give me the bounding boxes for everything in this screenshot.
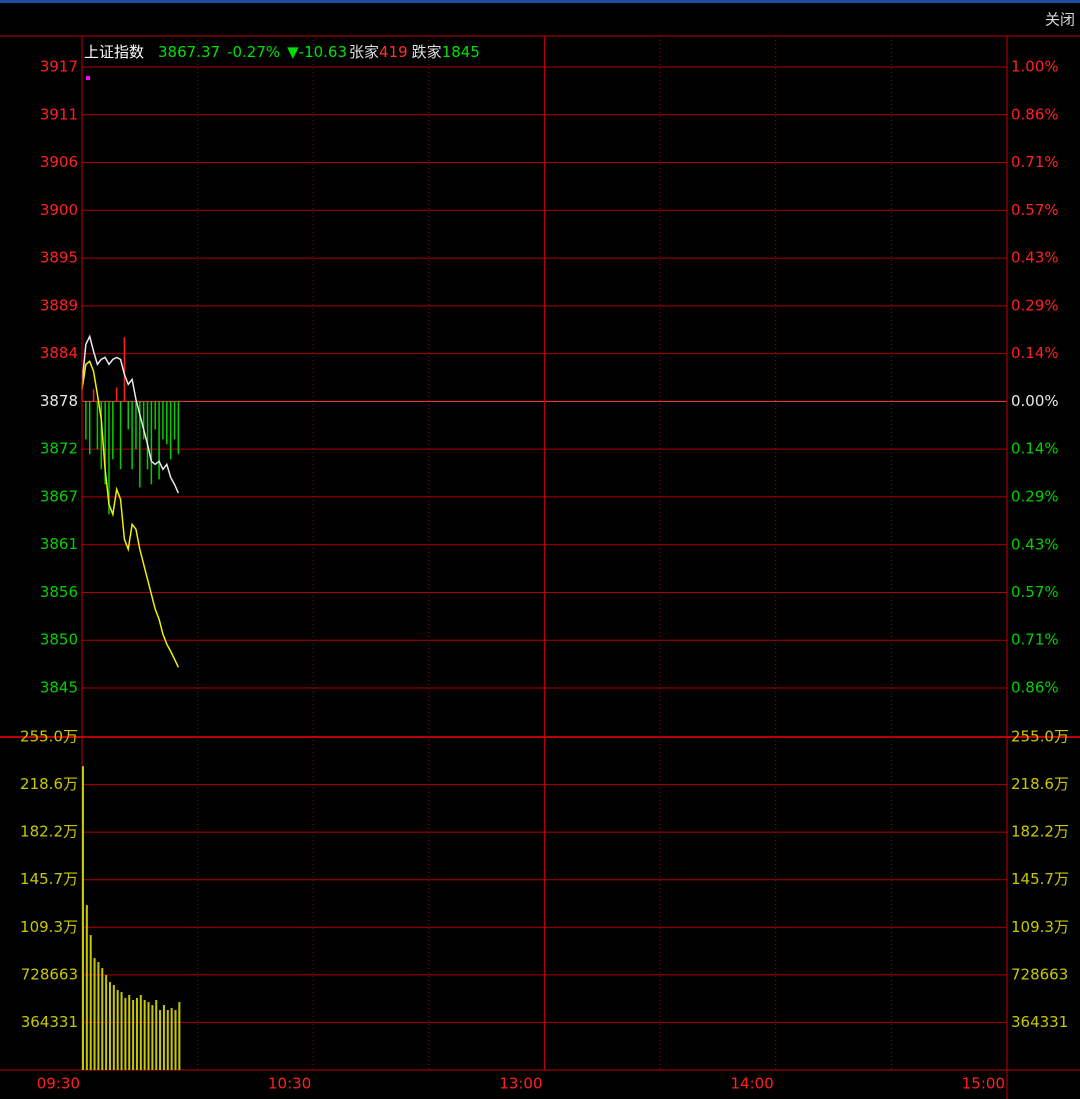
top-bar xyxy=(0,0,1080,3)
y-tick-label: 3917 xyxy=(40,58,78,76)
index-name: 上证指数 xyxy=(84,43,144,61)
up-count: 419 xyxy=(379,43,408,61)
volume-bar xyxy=(82,766,84,1070)
volume-bar xyxy=(124,998,127,1070)
x-tick-label: 09:30 xyxy=(37,1075,80,1093)
change: ▼-10.63 xyxy=(287,43,347,61)
y-tick-label: 145.7万 xyxy=(20,870,78,888)
y-tick-label: 3878 xyxy=(40,392,78,410)
y2-tick-label: 182.2万 xyxy=(1011,823,1069,841)
volume-bar xyxy=(116,990,119,1070)
x-tick-label: 14:00 xyxy=(731,1075,774,1093)
change-pct: -0.27% xyxy=(227,43,280,61)
y-tick-label: 3872 xyxy=(40,440,78,458)
y-tick-label: 3884 xyxy=(40,344,78,362)
volume-bar xyxy=(162,1005,165,1070)
y-tick-label: 728663 xyxy=(21,965,78,983)
volume-bar xyxy=(166,1010,169,1070)
volume-bar xyxy=(151,1005,154,1070)
volume-bar xyxy=(174,1010,177,1070)
volume-bar xyxy=(85,905,88,1070)
y-tick-label: 3906 xyxy=(40,153,78,171)
y2-tick-label: 0.29% xyxy=(1011,296,1059,314)
y-tick-label: 3889 xyxy=(40,296,78,314)
down-count: 1845 xyxy=(442,43,480,61)
y2-tick-label: 0.29% xyxy=(1011,488,1059,506)
x-tick-label: 10:30 xyxy=(268,1075,311,1093)
y2-tick-label: 109.3万 xyxy=(1011,918,1069,936)
y2-tick-label: 218.6万 xyxy=(1011,775,1069,793)
y2-tick-label: 145.7万 xyxy=(1011,870,1069,888)
volume-bar xyxy=(135,998,138,1070)
y2-tick-label: 0.86% xyxy=(1011,105,1059,123)
y2-tick-label: 0.57% xyxy=(1011,583,1059,601)
volume-bar xyxy=(132,1000,135,1070)
volume-bar xyxy=(120,992,123,1070)
y2-tick-label: 0.86% xyxy=(1011,679,1059,697)
y2-tick-label: 0.57% xyxy=(1011,201,1059,219)
y-tick-label: 3856 xyxy=(40,583,78,601)
volume-bar xyxy=(178,1002,181,1070)
volume-bar xyxy=(101,968,104,1070)
y2-tick-label: 0.71% xyxy=(1011,153,1059,171)
y2-tick-label: 0.43% xyxy=(1011,248,1059,266)
volume-bar xyxy=(112,985,115,1070)
volume-bar xyxy=(89,935,92,1070)
volume-bar xyxy=(97,962,100,1070)
marker-dot xyxy=(86,76,90,80)
volume-bar xyxy=(143,1000,146,1070)
down-label: 跌家 xyxy=(412,43,442,61)
price-line xyxy=(81,334,180,494)
y2-tick-label: 0.14% xyxy=(1011,440,1059,458)
volume-bar xyxy=(108,982,111,1070)
y-tick-label: 109.3万 xyxy=(20,918,78,936)
y-tick-label: 182.2万 xyxy=(20,823,78,841)
y-tick-label: 3850 xyxy=(40,631,78,649)
last-price: 3867.37 xyxy=(158,43,220,61)
volume-bar xyxy=(155,1000,158,1070)
volume-bar xyxy=(159,1010,162,1070)
y-tick-label: 255.0万 xyxy=(20,728,78,746)
x-tick-label: 15:00 xyxy=(962,1075,1005,1093)
x-tick-label: 13:00 xyxy=(499,1075,542,1093)
y2-tick-label: 0.71% xyxy=(1011,631,1059,649)
volume-bar xyxy=(170,1008,173,1070)
y2-tick-label: 0.43% xyxy=(1011,535,1059,553)
y-tick-label: 3900 xyxy=(40,201,78,219)
y2-tick-label: 0.14% xyxy=(1011,344,1059,362)
y2-tick-label: 0.00% xyxy=(1011,392,1059,410)
y-tick-label: 3911 xyxy=(40,105,78,123)
close-button[interactable]: 关闭 xyxy=(1045,11,1075,29)
volume-bar xyxy=(128,995,131,1070)
y-tick-label: 3867 xyxy=(40,487,78,505)
up-label: 张家 xyxy=(349,43,379,61)
y-tick-label: 364331 xyxy=(21,1013,78,1031)
header: 上证指数 3867.37 -0.27% ▼-10.63 张家419 跌家1845 xyxy=(84,43,480,61)
volume-bar xyxy=(147,1002,150,1070)
volume-bar xyxy=(93,958,96,1070)
y2-tick-label: 364331 xyxy=(1011,1013,1068,1031)
price-line xyxy=(81,360,180,668)
y-tick-label: 3845 xyxy=(40,679,78,697)
y2-tick-label: 1.00% xyxy=(1011,58,1059,76)
y2-tick-label: 728663 xyxy=(1011,965,1068,983)
y-tick-label: 218.6万 xyxy=(20,775,78,793)
volume-bar xyxy=(105,975,108,1070)
y2-tick-label: 255.0万 xyxy=(1011,728,1069,746)
y-tick-label: 3895 xyxy=(40,249,78,267)
volume-bar xyxy=(139,995,142,1070)
y-tick-label: 3861 xyxy=(40,535,78,553)
